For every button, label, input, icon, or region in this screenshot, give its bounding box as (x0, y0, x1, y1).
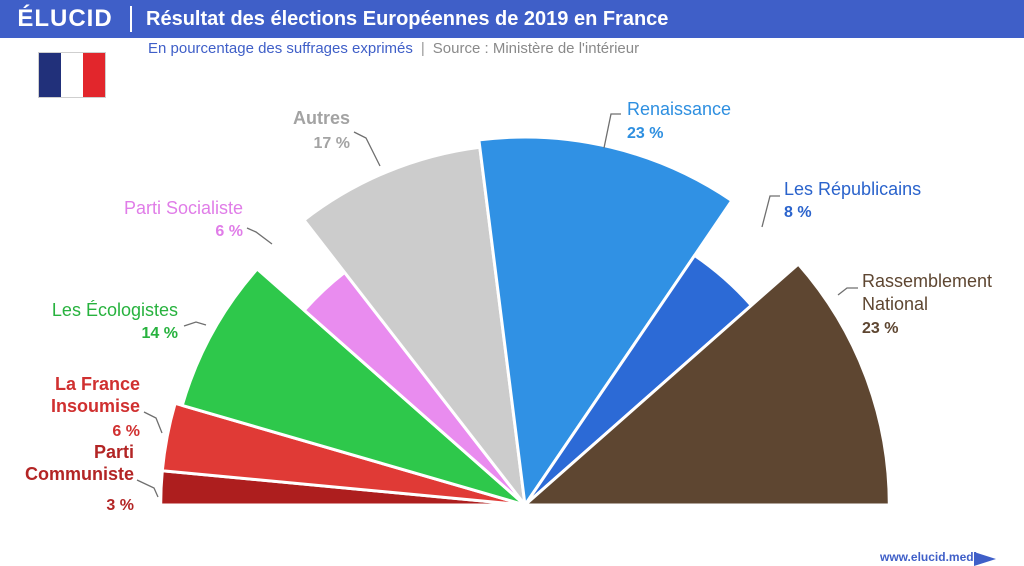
slice-label-1-line-0: La France (55, 374, 140, 394)
subtitle-separator: | (420, 40, 425, 57)
subtitle-row: En pourcentage des suffrages exprimés | … (148, 40, 639, 57)
leader-line-5 (603, 113, 621, 149)
source-note: Source : Ministère de l'intérieur (432, 40, 640, 57)
slice-value-5: 23 % (627, 125, 663, 142)
slice-label-3-line-0: Parti Socialiste (124, 198, 243, 218)
leader-line-2 (183, 321, 207, 327)
pie-slice-4 (302, 145, 527, 507)
footer-arrow-icon (974, 552, 996, 566)
chart-title: Résultat des élections Européennes de 20… (146, 7, 669, 30)
slice-label-5-line-0: Renaissance (627, 99, 731, 119)
slice-value-7: 23 % (862, 320, 898, 337)
leader-line-1 (143, 411, 163, 434)
flag-red-band (83, 53, 105, 97)
header-separator (130, 6, 132, 32)
slice-label-0-line-0: Parti (94, 442, 134, 462)
leader-line-3 (246, 227, 273, 245)
slice-value-6: 8 % (784, 204, 812, 221)
leader-line-0 (136, 479, 159, 498)
slice-label-1-line-1: Insoumise (51, 396, 140, 416)
label-leader-lines (136, 113, 858, 498)
elucid-logo: ÉLUCID (17, 5, 113, 32)
leader-line-7 (837, 287, 858, 296)
leader-line-4 (353, 131, 381, 167)
slice-value-0: 3 % (106, 497, 134, 514)
pie-slices (159, 135, 891, 507)
slice-value-4: 17 % (314, 135, 350, 152)
slice-label-7-line-1: National (862, 294, 928, 314)
slice-label-7-line-0: Rassemblement (862, 271, 992, 291)
slice-label-2-line-0: Les Écologistes (52, 300, 178, 320)
flag-blue-band (39, 53, 61, 97)
pie-slice-5 (477, 135, 734, 507)
pie-slice-2 (180, 267, 527, 507)
slice-value-2: 14 % (142, 325, 178, 342)
slice-value-3: 6 % (215, 223, 243, 240)
leader-line-6 (761, 195, 780, 228)
chart-subtitle: En pourcentage des suffrages exprimés (148, 40, 413, 57)
slice-label-0-line-1: Communiste (25, 464, 134, 484)
slice-value-1: 6 % (112, 423, 140, 440)
header-bar: ÉLUCID Résultat des élections Européenne… (0, 0, 1024, 38)
slice-label-4-line-0: Autres (293, 108, 350, 128)
slice-label-6-line-0: Les Républicains (784, 179, 921, 199)
flag-white-band (61, 53, 83, 97)
france-flag-icon (38, 52, 106, 98)
footer-url[interactable]: www.elucid.media (880, 550, 984, 564)
pie-slice-7 (523, 262, 891, 507)
